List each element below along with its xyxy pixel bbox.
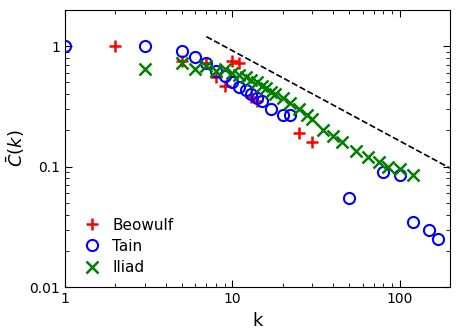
Legend: Beowulf, Tain, Iliad: Beowulf, Tain, Iliad [72, 213, 178, 280]
Y-axis label: $\bar{C}(k)$: $\bar{C}(k)$ [4, 130, 26, 167]
X-axis label: k: k [252, 312, 262, 330]
